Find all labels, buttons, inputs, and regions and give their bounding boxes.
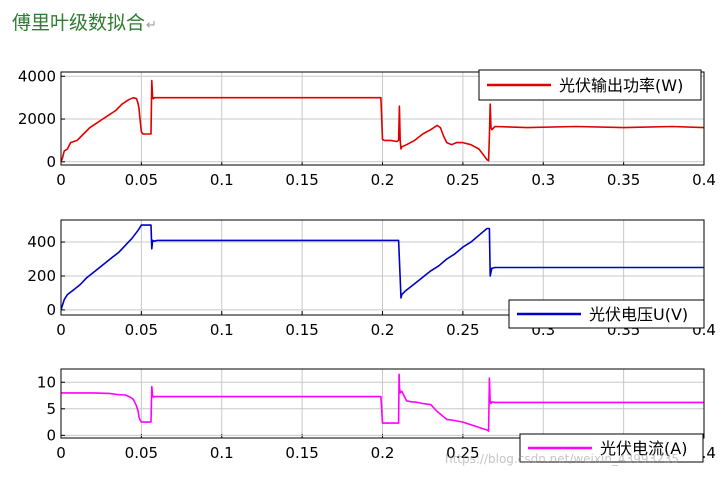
legend-label: 光伏输出功率(W) — [559, 76, 683, 95]
y-tick-label: 4000 — [18, 67, 56, 85]
y-tick-label: 0 — [46, 301, 56, 319]
x-tick-label: 0.05 — [125, 444, 158, 462]
legend-label: 光伏电压U(V) — [589, 305, 688, 324]
x-tick-label: 0.1 — [210, 321, 234, 339]
y-tick-label: 0 — [46, 426, 56, 444]
x-tick-label: 0.05 — [125, 171, 158, 189]
x-tick-label: 0 — [56, 171, 66, 189]
x-tick-label: 0.25 — [446, 171, 479, 189]
axes-box — [60, 219, 705, 316]
y-tick-label: 0 — [46, 153, 56, 171]
y-tick-label: 400 — [27, 233, 56, 251]
x-tick-label: 0.2 — [371, 171, 395, 189]
heading-text: 傅里叶级数拟合 — [12, 12, 146, 34]
x-tick-label: 0.25 — [446, 444, 479, 462]
x-tick-label: 0.2 — [371, 444, 395, 462]
axes-box — [60, 368, 705, 439]
legend-label: 光伏电流(A) — [600, 439, 687, 458]
x-tick-label: 0.4 — [692, 171, 716, 189]
y-tick-label: 10 — [37, 373, 56, 391]
x-tick-label: 0.35 — [607, 171, 640, 189]
x-tick-label: 0 — [56, 321, 66, 339]
chart-panel-1: 0 0.05 0.1 0.15 0.2 0.25 0.3 0.35 0.4 0 2000 4000 光伏… — [18, 67, 716, 189]
x-tick-label: 0 — [56, 444, 66, 462]
y-tick-label: 200 — [27, 267, 56, 285]
x-tick-label: 0.15 — [285, 444, 318, 462]
y-tick-label: 5 — [46, 400, 56, 418]
legend-box — [508, 299, 705, 329]
chart-panel-2: 0 0.05 0.1 0.15 0.2 0.25 0.3 0.35 0.40200400光伏电压… — [27, 219, 716, 339]
watermark-text: https://blog.csdn.net/weixin_43993235 — [445, 452, 680, 466]
document-heading: 傅里叶级数拟合↵ — [12, 8, 157, 35]
x-tick-label: 0.3 — [531, 171, 555, 189]
series-line — [61, 224, 704, 311]
x-tick-label: 0.15 — [285, 321, 318, 339]
x-tick-label: 0.05 — [125, 321, 158, 339]
y-tick-label: 2000 — [18, 110, 56, 128]
return-mark: ↵ — [146, 18, 157, 33]
x-tick-label: 0.1 — [210, 171, 234, 189]
x-tick-label: 0.15 — [285, 171, 318, 189]
series-line — [61, 373, 704, 432]
x-tick-label: 0.1 — [210, 444, 234, 462]
x-tick-label: 0.2 — [371, 321, 395, 339]
series-line — [61, 79, 704, 163]
axes-box — [60, 71, 705, 166]
x-tick-label: 0.25 — [446, 321, 479, 339]
